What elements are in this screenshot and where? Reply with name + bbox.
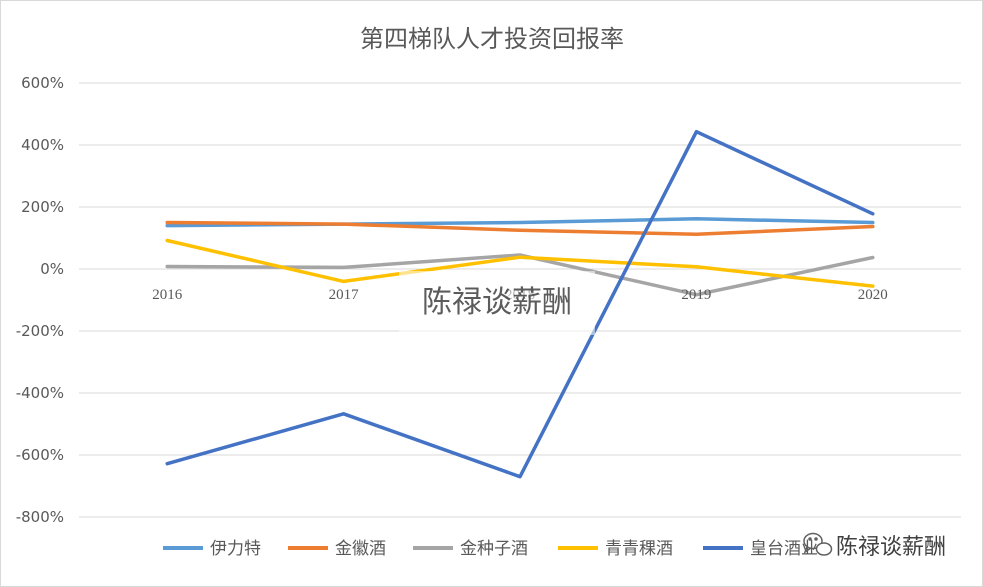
x-tick-label: 2017 (329, 287, 360, 303)
watermark-backdrop (399, 271, 595, 335)
legend: 伊力特 金徽酒 金种子酒 青青稞酒 皇台酒业 (163, 539, 818, 559)
corner-watermark-text: 陈禄谈薪酬 (836, 535, 946, 560)
legend-label: 青青稞酒 (605, 539, 673, 559)
center-watermark: 陈禄谈薪酬 (399, 271, 595, 335)
y-tick-label: -400% (16, 384, 64, 402)
legend-label: 金徽酒 (335, 539, 386, 559)
legend-label: 皇台酒业 (750, 539, 818, 559)
legend-item: 青青稞酒 (558, 539, 673, 559)
y-tick-label: -800% (16, 508, 64, 526)
legend-item: 皇台酒业 (703, 539, 818, 559)
legend-label: 金种子酒 (460, 539, 528, 559)
x-tick-label: 2019 (681, 287, 711, 303)
x-tick-label: 2020 (858, 287, 888, 303)
chart-title: 第四梯队人才投资回报率 (360, 25, 624, 53)
series-line (165, 220, 875, 237)
wechat-bubble-icon (803, 532, 833, 556)
corner-watermark: 陈禄谈薪酬 (803, 532, 946, 560)
legend-item: 金种子酒 (413, 539, 528, 559)
y-tick-label: 600% (21, 74, 64, 92)
series-lines (165, 129, 875, 479)
legend-item: 伊力特 (163, 539, 261, 559)
y-tick-label: 200% (21, 198, 64, 216)
y-tick-label: -200% (16, 322, 64, 340)
y-axis-ticks: 600% 400% 200% 0% -200% -400% -600% -800% (16, 74, 64, 526)
y-tick-label: 400% (21, 136, 64, 154)
y-tick-label: 0% (40, 260, 64, 278)
legend-item: 金徽酒 (288, 539, 386, 559)
watermark-text: 陈禄谈薪酬 (422, 285, 572, 320)
legend-label: 伊力特 (210, 539, 261, 559)
series-line (165, 238, 875, 288)
series-line (165, 129, 875, 479)
y-tick-label: -600% (16, 446, 64, 464)
x-tick-label: 2016 (152, 287, 183, 303)
